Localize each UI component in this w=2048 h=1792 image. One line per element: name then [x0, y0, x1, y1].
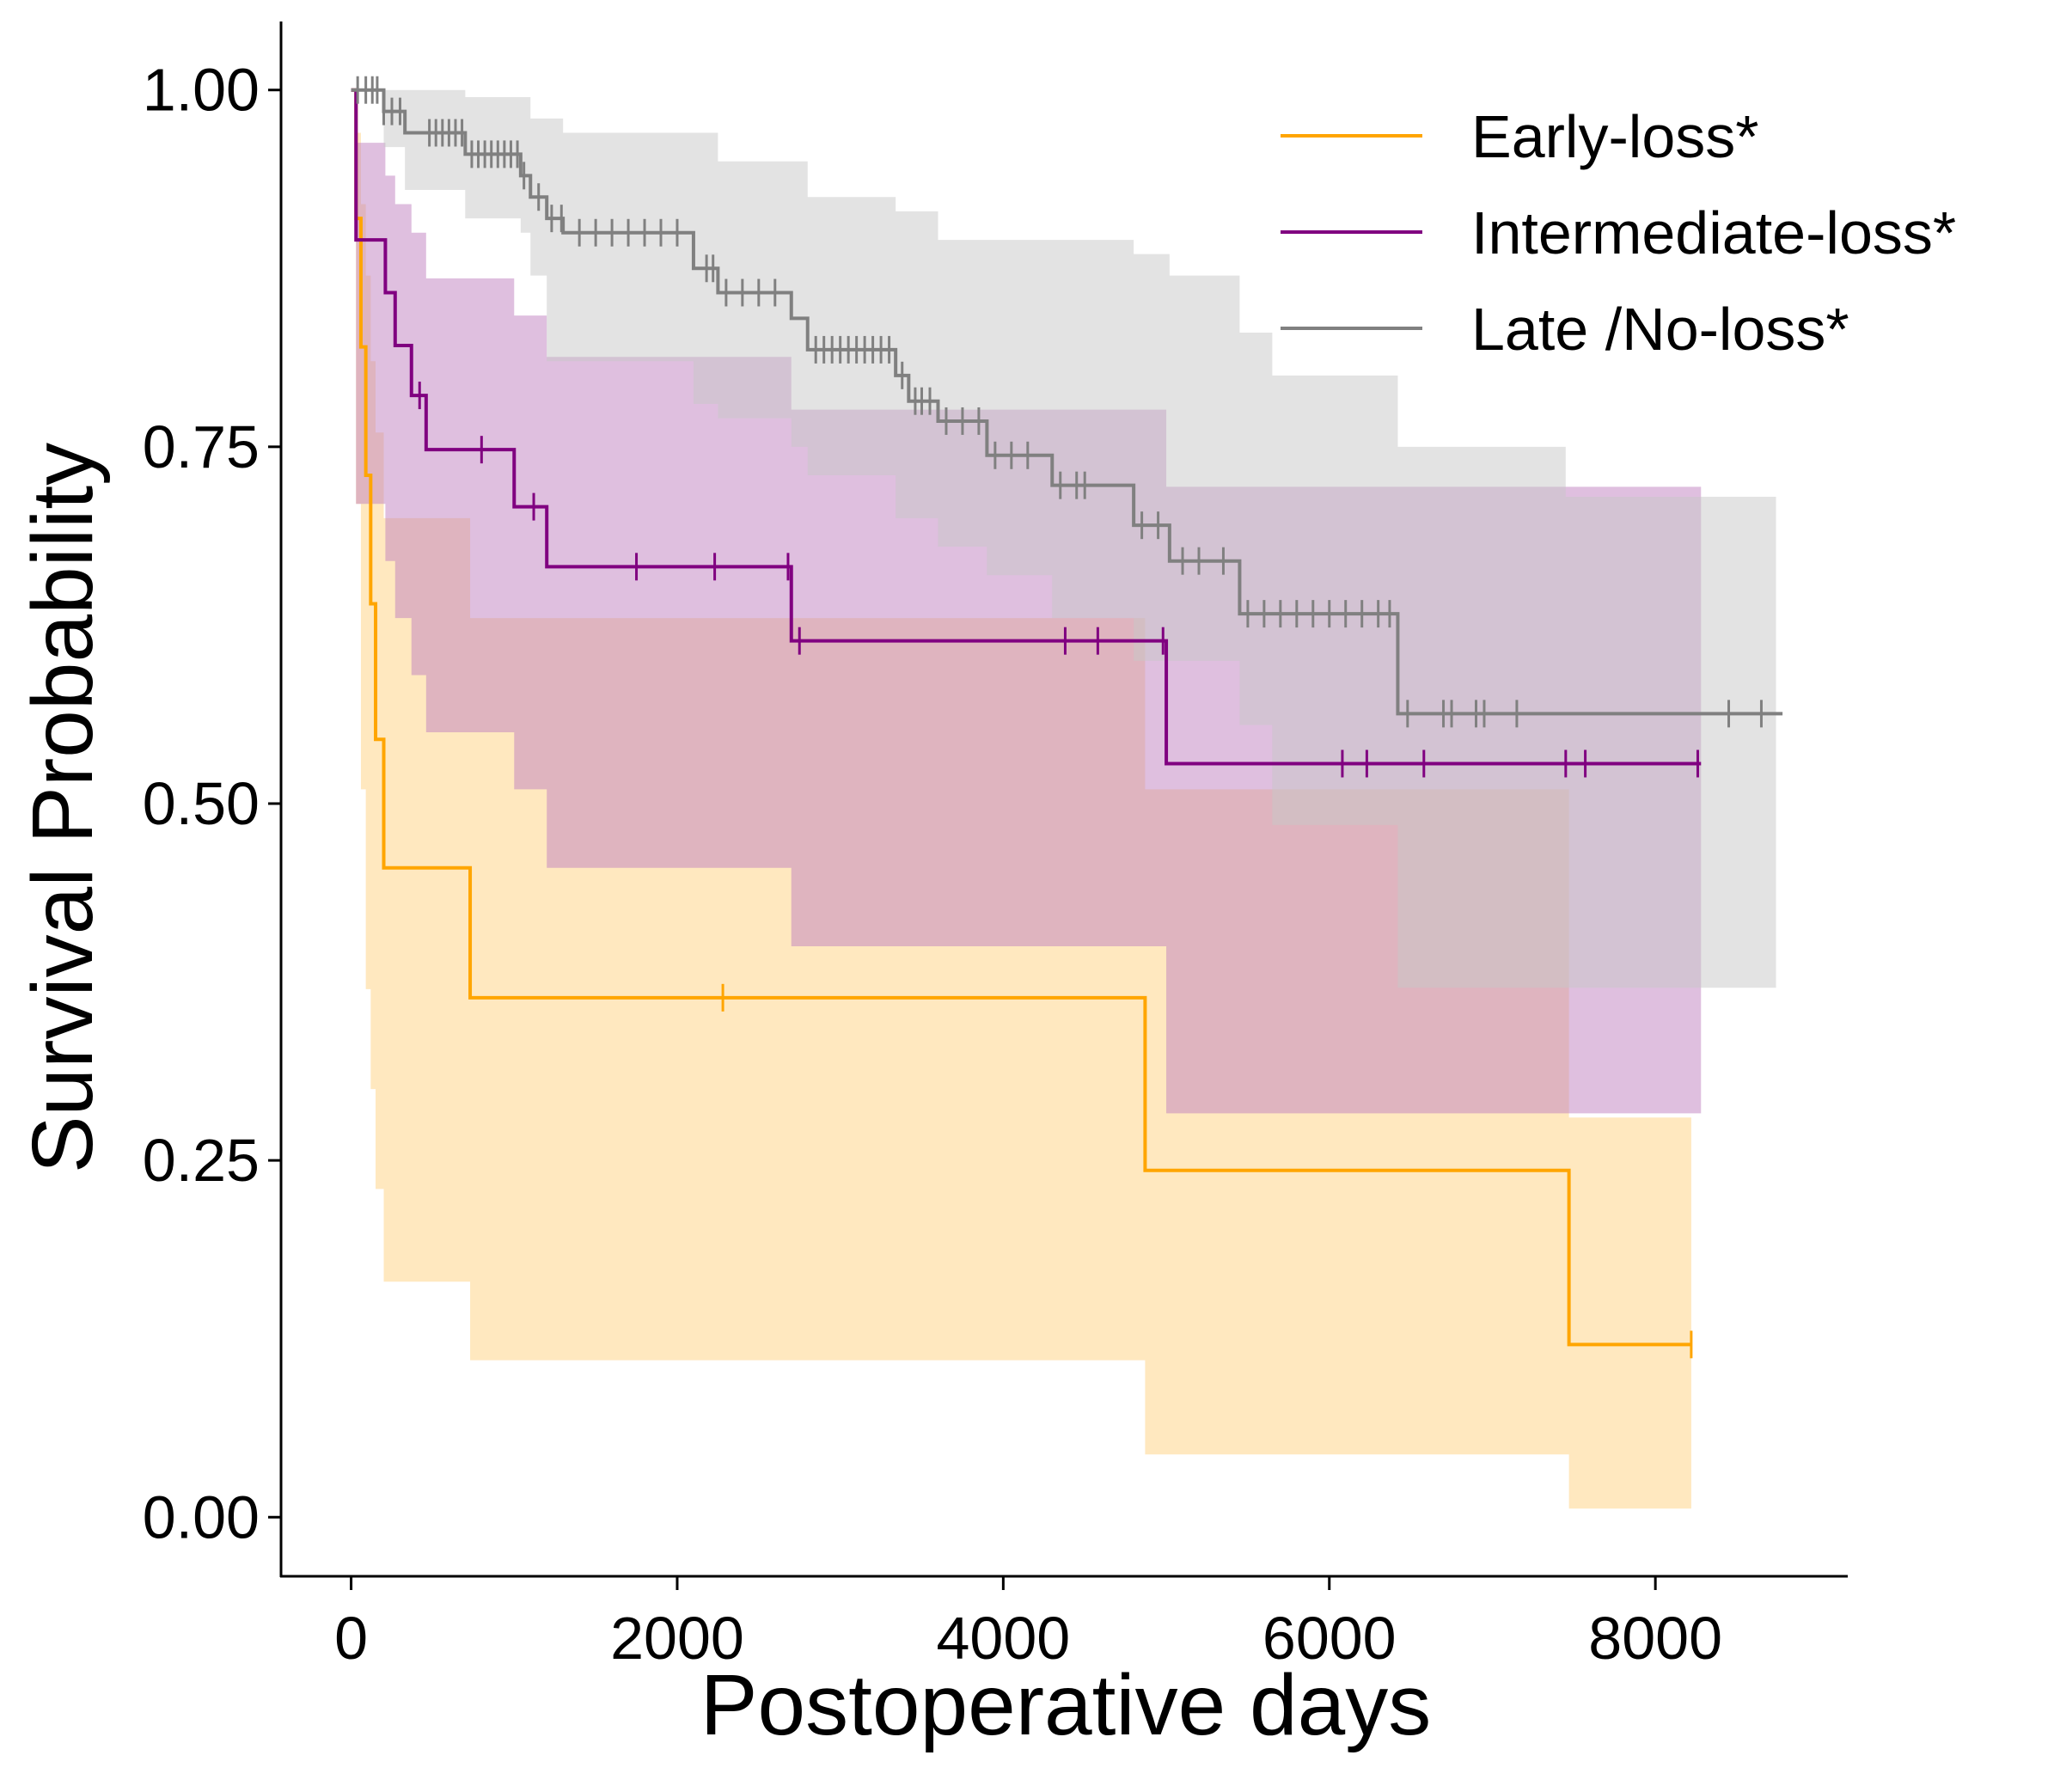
- y-tick-label: 0.75: [143, 413, 260, 480]
- y-tick-label: 1.00: [143, 57, 260, 124]
- censored-markers: [356, 76, 1763, 1359]
- survival-line-1: [351, 88, 1702, 766]
- legend: Early-loss* Intermediate-loss* Late /No-lo…: [1281, 103, 1956, 363]
- ci-band-1: [351, 89, 1702, 1114]
- x-axis-title: Postoperative days: [700, 1657, 1432, 1753]
- legend-label-1: Intermediate-loss*: [1471, 199, 1956, 266]
- y-axis-ticks: 0.00 0.25 0.50 0.75 1.00: [143, 57, 281, 1550]
- y-tick-label: 0.00: [143, 1483, 260, 1550]
- x-tick-label: 4000: [936, 1605, 1070, 1672]
- legend-label-2: Late /No-loss*: [1471, 296, 1849, 363]
- y-tick-label: 0.25: [143, 1127, 260, 1194]
- x-tick-label: 0: [334, 1605, 368, 1672]
- x-tick-label: 2000: [610, 1605, 744, 1672]
- y-axis-title: Survival Probability: [15, 443, 111, 1173]
- x-tick-label: 6000: [1262, 1605, 1397, 1672]
- legend-label-0: Early-loss*: [1471, 103, 1759, 170]
- x-axis-ticks: 0 2000 4000 6000 8000: [334, 1577, 1722, 1672]
- x-tick-label: 8000: [1588, 1605, 1722, 1672]
- y-tick-label: 0.50: [143, 770, 260, 837]
